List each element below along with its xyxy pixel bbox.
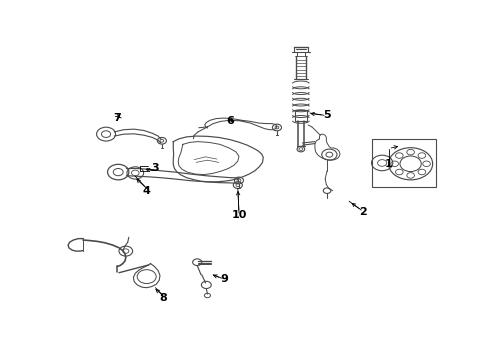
Text: 7: 7 bbox=[114, 113, 122, 123]
Text: 5: 5 bbox=[323, 110, 331, 120]
Text: 3: 3 bbox=[151, 163, 159, 174]
Text: 1: 1 bbox=[385, 159, 392, 169]
Bar bbox=[372, 139, 436, 187]
Text: 2: 2 bbox=[359, 207, 367, 217]
Text: 9: 9 bbox=[220, 274, 228, 284]
Text: 4: 4 bbox=[143, 186, 150, 196]
Text: 6: 6 bbox=[226, 116, 234, 126]
Text: 8: 8 bbox=[159, 293, 167, 303]
Text: 10: 10 bbox=[231, 210, 246, 220]
